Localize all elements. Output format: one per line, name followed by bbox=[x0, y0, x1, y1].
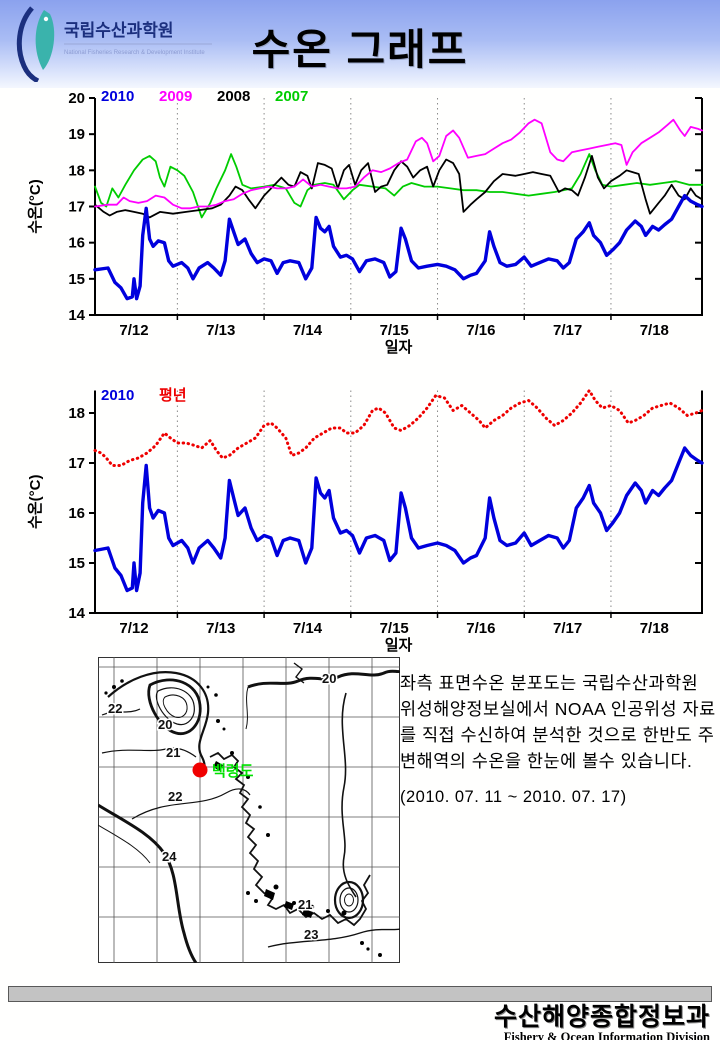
x-axis-label: 일자 bbox=[385, 339, 413, 356]
y-tick-label: 15 bbox=[68, 271, 85, 288]
x-axis-label: 일자 bbox=[385, 637, 413, 654]
series-line-2008 bbox=[94, 155, 703, 219]
division-name-en: Fishery & Ocean Information Division bbox=[503, 1030, 710, 1040]
station-label: 백령도 bbox=[212, 762, 254, 780]
x-tick-label: 7/18 bbox=[640, 620, 669, 637]
x-tick-label: 7/17 bbox=[553, 322, 582, 339]
x-tick-label: 7/13 bbox=[206, 322, 235, 339]
page-title: 수온 그래프 bbox=[251, 26, 469, 73]
y-axis-label: 수온(°C) bbox=[27, 475, 44, 529]
org-subtitle: National Fisheries Research & Developmen… bbox=[64, 50, 205, 56]
description-text: 좌측 표면수온 분포도는 국립수산과학원 위성해양정보실에서 NOAA 인공위성… bbox=[400, 673, 716, 771]
water-temp-chart-vs-normal: 14 15 16 17 18 7/12 7/13 7/14 7/15 7/16 7/17 7/18 일자… bbox=[27, 386, 704, 654]
x-tick-label: 7/13 bbox=[206, 620, 235, 637]
x-tick-label: 7/18 bbox=[640, 322, 669, 339]
contour-label-24: 24 bbox=[162, 849, 177, 864]
legend-item-2010: 2010 bbox=[101, 88, 134, 105]
x-tick-label: 7/14 bbox=[293, 322, 323, 339]
map-islands bbox=[104, 679, 382, 957]
contour-label-22a: 22 bbox=[108, 701, 122, 716]
x-tick-label: 7/16 bbox=[466, 620, 495, 637]
footer-bar bbox=[8, 986, 712, 1002]
y-tick-label: 14 bbox=[68, 605, 85, 622]
contour-label-22b: 22 bbox=[168, 789, 182, 804]
legend-item-2010: 2010 bbox=[101, 387, 134, 404]
y-tick-label: 16 bbox=[68, 235, 85, 252]
x-tick-label: 7/15 bbox=[380, 322, 409, 339]
legend-item-2008: 2008 bbox=[217, 88, 250, 105]
header: 국립수산과학원 National Fisheries Research & De… bbox=[0, 0, 720, 88]
y-tick-label: 17 bbox=[68, 455, 85, 472]
x-tick-label: 7/17 bbox=[553, 620, 582, 637]
series-line-2010 bbox=[93, 193, 704, 301]
x-tick-label: 7/16 bbox=[466, 322, 495, 339]
description-period: (2010. 07. 11 ~ 2010. 07. 17) bbox=[400, 788, 627, 806]
station-dot bbox=[192, 762, 208, 778]
series-line-2010 bbox=[93, 446, 704, 593]
y-tick-label: 19 bbox=[68, 126, 85, 143]
legend-item-2007: 2007 bbox=[275, 88, 308, 105]
x-tick-label: 7/12 bbox=[119, 620, 148, 637]
contour-label-20b: 20 bbox=[322, 671, 336, 686]
series-line-2009 bbox=[94, 118, 703, 210]
y-tick-label: 17 bbox=[68, 199, 85, 216]
x-tick-label: 7/15 bbox=[380, 620, 409, 637]
y-tick-label: 18 bbox=[68, 162, 85, 179]
x-tick-label: 7/12 bbox=[119, 322, 148, 339]
division-name-ko: 수산해양종합정보과 bbox=[493, 1003, 710, 1031]
institute-logo: 국립수산과학원 National Fisheries Research & De… bbox=[16, 6, 212, 82]
y-tick-label: 14 bbox=[68, 307, 85, 324]
y-tick-label: 20 bbox=[68, 90, 85, 107]
contour-label-21b: 21 bbox=[298, 897, 312, 912]
y-tick-label: 16 bbox=[68, 505, 85, 522]
water-temp-chart-multi-year: 14 15 16 17 18 19 20 7/12 7/13 7/14 7/15 7/16 7/17 7/… bbox=[27, 88, 704, 356]
footer-logos: 수산해양종합정보과 Fishery & Ocean Information Di… bbox=[494, 1004, 710, 1040]
logo-fish-stroke bbox=[16, 6, 40, 82]
org-name: 국립수산과학원 bbox=[64, 21, 173, 40]
contour-label-21a: 21 bbox=[166, 745, 180, 760]
contour-label-20a: 20 bbox=[158, 717, 172, 732]
logo-fish-body bbox=[35, 10, 55, 70]
x-tick-label: 7/14 bbox=[293, 620, 323, 637]
series-line-평년 bbox=[93, 389, 704, 467]
legend-item-2009: 2009 bbox=[159, 88, 192, 105]
sst-distribution-map: 22 20 21 22 24 20 23 21 백령도 bbox=[97, 657, 402, 964]
y-tick-label: 15 bbox=[68, 555, 85, 572]
y-tick-label: 18 bbox=[68, 405, 85, 422]
logo-fish-eye bbox=[43, 16, 49, 22]
series-line-2007 bbox=[94, 153, 703, 219]
legend-item-평년: 평년 bbox=[159, 386, 187, 404]
y-axis-label: 수온(°C) bbox=[27, 179, 44, 233]
map-canvas: 22 20 21 22 24 20 23 21 백령도 bbox=[97, 657, 402, 964]
description-block: 좌측 표면수온 분포도는 국립수산과학원 위성해양정보실에서 NOAA 인공위성… bbox=[400, 670, 718, 807]
contour-label-23: 23 bbox=[304, 927, 318, 942]
